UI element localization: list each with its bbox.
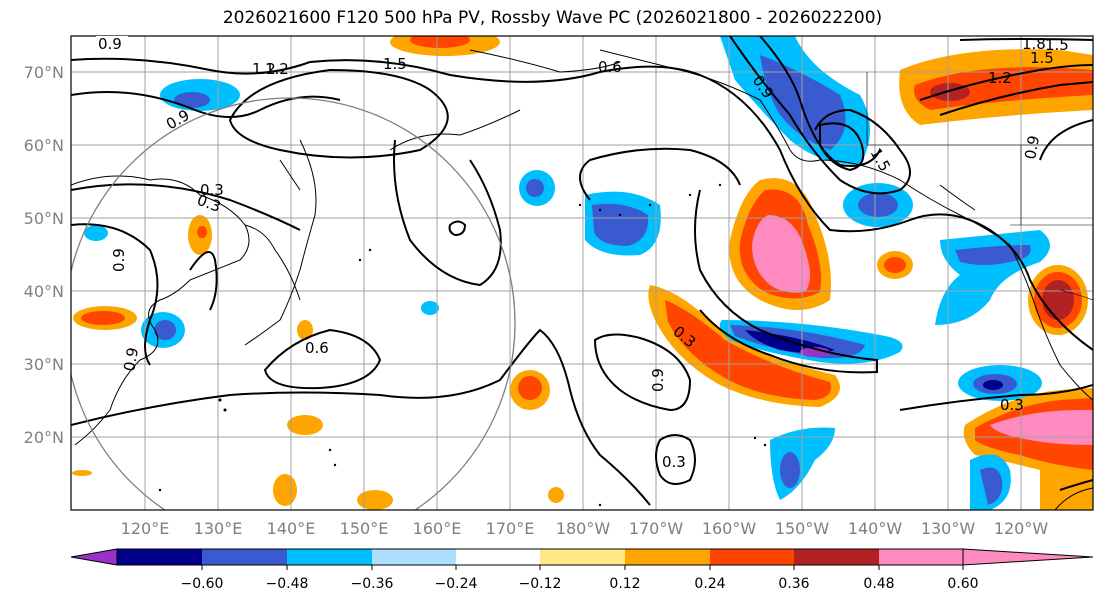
contour-label: 0.9 — [649, 368, 667, 392]
contour-label: 0.9 — [98, 35, 122, 53]
contour-label: 0.3 — [200, 181, 224, 199]
lat-label-60n: 60°N — [24, 136, 64, 155]
colorbar-tick: −0.24 — [435, 576, 478, 592]
lat-label-20n: 20°N — [24, 428, 64, 447]
positive-anomaly-region — [81, 311, 125, 325]
lat-label-30n: 30°N — [24, 355, 64, 374]
contour-label: 1.5 — [383, 55, 407, 73]
positive-anomaly-region — [287, 415, 323, 435]
colorbar-segment — [540, 549, 625, 565]
islands — [158, 183, 767, 507]
negative-anomaly-region — [980, 467, 1003, 505]
colorbar-tick: 0.24 — [694, 576, 725, 592]
contour-label: 1.2 — [265, 60, 289, 78]
positive-anomaly-region — [410, 36, 470, 48]
positive-anomaly-region — [357, 490, 393, 510]
contour-label: 0.6 — [305, 339, 329, 357]
lat-label-40n: 40°N — [24, 282, 64, 301]
lon-label: 140°W — [848, 519, 903, 538]
negative-anomaly-region — [858, 193, 898, 217]
colorbar: −0.60 −0.48 −0.36 −0.24 −0.12 0.12 0.24 … — [70, 548, 1094, 592]
lat-label-50n: 50°N — [24, 209, 64, 228]
colorbar-segment — [456, 549, 540, 565]
contour-label: 1.8 — [1022, 35, 1046, 53]
lon-label: 150°W — [775, 519, 830, 538]
colorbar-tick: −0.48 — [266, 576, 309, 592]
positive-anomaly-region — [197, 226, 207, 238]
negative-anomaly-region — [154, 320, 176, 340]
colorbar-extend-high — [962, 548, 1094, 566]
negative-anomaly-region — [780, 452, 800, 488]
contour-label: 1.5 — [1030, 49, 1054, 67]
map-title: 2026021600 F120 500 hPa PV, Rossby Wave … — [222, 8, 883, 28]
contour-label: 0.9 — [110, 248, 128, 272]
colorbar-segment — [372, 549, 456, 565]
colorbar-tick: −0.60 — [181, 576, 224, 592]
lon-label: 120°W — [994, 519, 1049, 538]
contour-label: 1.2 — [988, 69, 1012, 87]
lat-label-70n: 70°N — [24, 63, 64, 82]
lon-label: 150°E — [340, 519, 389, 538]
positive-anomaly-region — [548, 487, 564, 503]
longitude-labels: 120°E 130°E 140°E 150°E 160°E 170°E 180°… — [121, 519, 1049, 538]
borders — [866, 72, 1093, 301]
lon-label: 130°E — [194, 519, 243, 538]
colorbar-tick: 0.12 — [609, 576, 640, 592]
lon-label: 160°W — [702, 519, 757, 538]
contour-label: 0.6 — [598, 58, 622, 76]
contour-label: 1.2 — [252, 60, 276, 78]
contour-label: 1.5 — [1045, 36, 1069, 54]
colorbar-tick: 0.36 — [778, 576, 809, 592]
graticule — [71, 36, 1093, 510]
lon-label: 120°E — [121, 519, 170, 538]
positive-anomaly-region — [72, 470, 92, 476]
negative-anomaly-region — [84, 225, 108, 241]
negative-anomaly-region — [983, 380, 1003, 390]
colorbar-segment — [202, 549, 287, 565]
contour-label: 0.9 — [1021, 134, 1043, 161]
positive-anomaly-region — [884, 257, 906, 273]
positive-anomaly-region — [273, 474, 297, 506]
contour-label: 0.9 — [120, 346, 142, 373]
colorbar-segment — [287, 549, 372, 565]
contour-label: 0.3 — [1000, 396, 1024, 414]
map-frame — [70, 35, 1094, 511]
latitude-labels: 70°N 60°N 50°N 40°N 30°N 20°N — [24, 63, 64, 447]
contour-label: 0.3 — [662, 453, 686, 471]
lon-label: 160°E — [413, 519, 462, 538]
positive-anomaly-region — [518, 376, 542, 400]
colorbar-segment — [794, 549, 879, 565]
positive-anomaly-region — [752, 215, 810, 293]
positive-anomaly-region — [990, 410, 1093, 445]
colorbar-segment — [625, 549, 710, 565]
positive-anomaly-region — [665, 300, 831, 400]
negative-anomaly-region — [421, 301, 439, 315]
colorbar-segment — [879, 549, 963, 565]
colorbar-extend-low — [70, 548, 118, 566]
negative-anomaly-region — [592, 203, 649, 246]
reference-circle — [71, 97, 516, 510]
positive-anomaly-region — [1042, 280, 1074, 320]
pv-contours — [71, 36, 1093, 506]
colorbar-tick: 0.48 — [863, 576, 894, 592]
lon-label: 130°W — [921, 519, 976, 538]
colorbar-tick: 0.60 — [947, 576, 978, 592]
colorbar-tick: −0.12 — [519, 576, 562, 592]
colorbar-segment — [117, 549, 202, 565]
negative-anomaly-region — [526, 179, 544, 197]
colorbar-tick: −0.36 — [351, 576, 394, 592]
negative-anomaly-region — [800, 347, 830, 357]
lon-label: 180°W — [556, 519, 611, 538]
lon-label: 170°E — [486, 519, 535, 538]
positive-anomaly-region — [1040, 470, 1093, 510]
colorbar-segment — [710, 549, 794, 565]
lon-label: 140°E — [267, 519, 316, 538]
negative-anomaly-region — [174, 92, 210, 108]
lon-label: 170°W — [629, 519, 684, 538]
positive-anomaly-region — [297, 320, 313, 340]
negative-anomaly-region — [760, 55, 846, 150]
